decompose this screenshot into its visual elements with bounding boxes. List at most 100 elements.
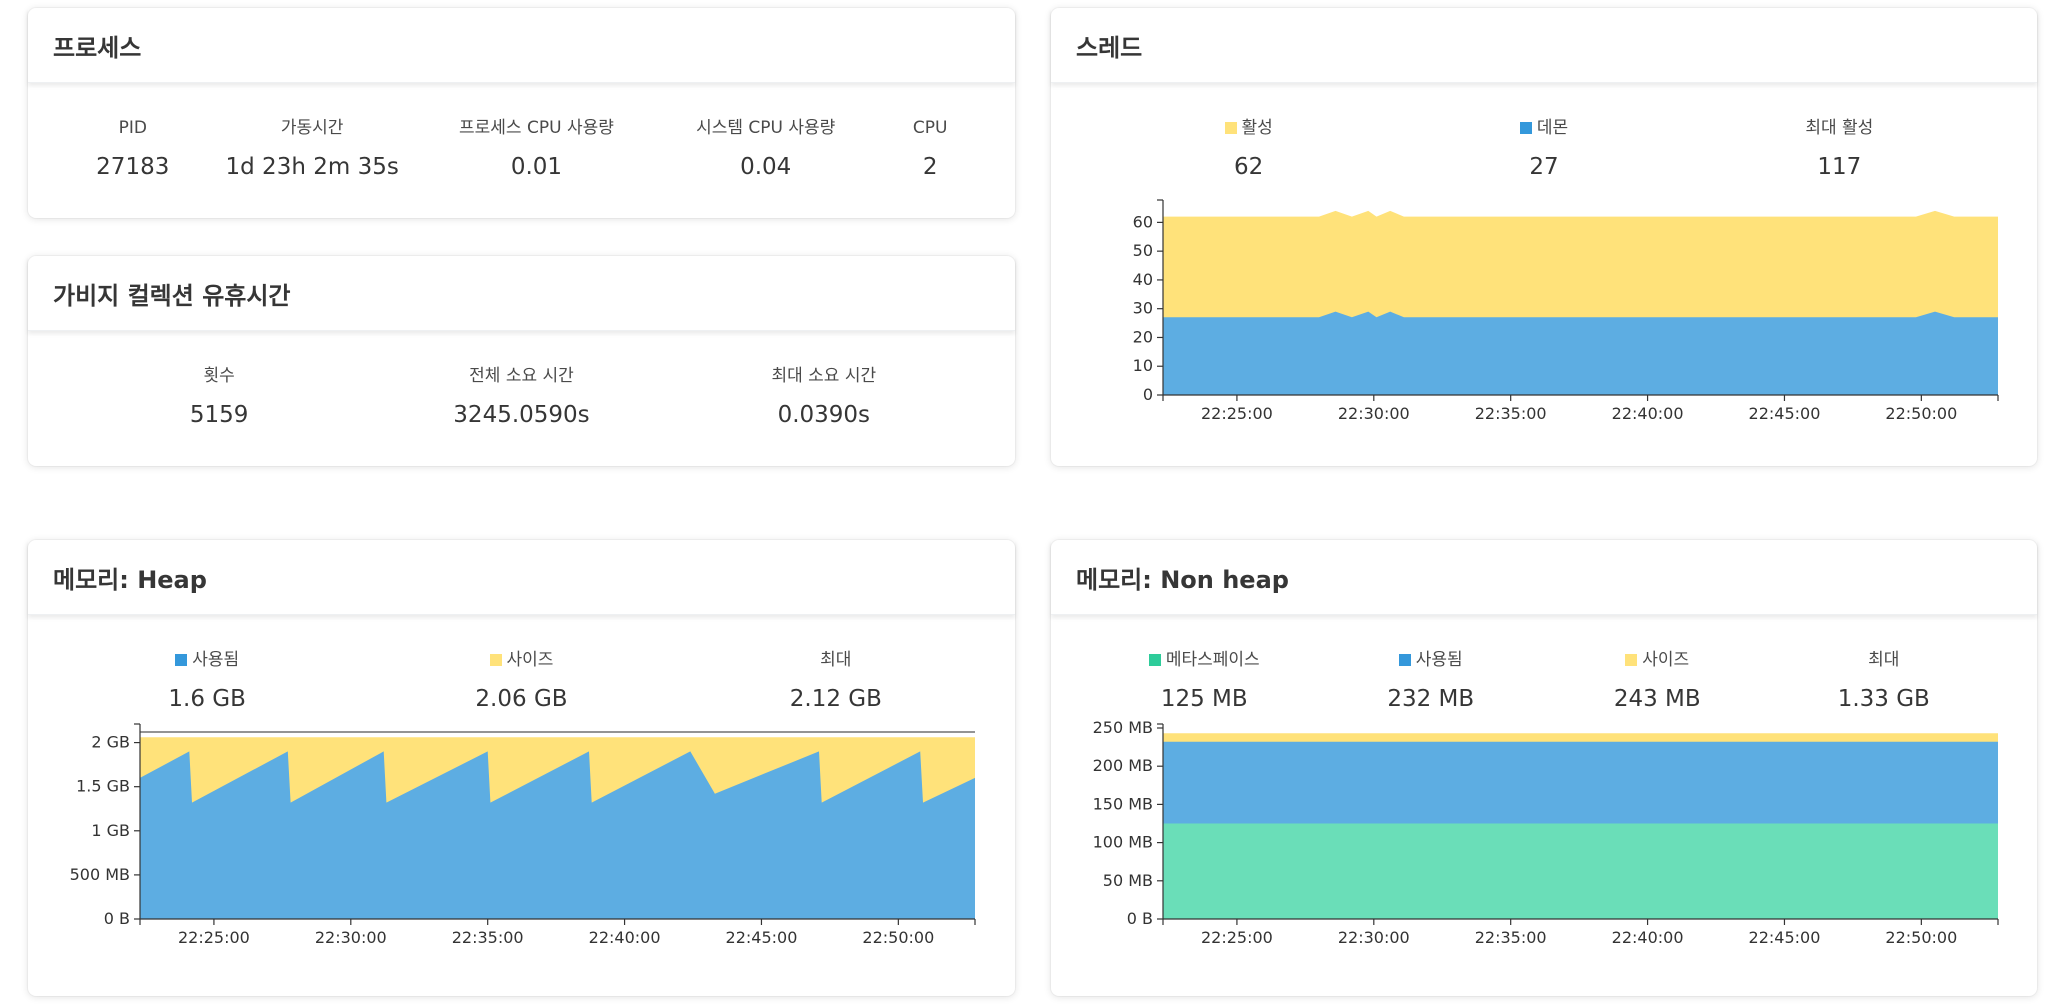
x-tick-label: 22:35:00: [452, 928, 524, 947]
stat-daemon-threads: 데몬 27: [1396, 116, 1691, 180]
stat-metaspace: 메타스페이스 125 MB: [1091, 648, 1318, 712]
y-tick-label: 1 GB: [91, 821, 130, 840]
gc-card-title: 가비지 컬렉션 유휴시간: [28, 256, 1015, 331]
y-tick-label: 500 MB: [70, 865, 130, 884]
y-tick-label: 200 MB: [1093, 756, 1153, 775]
stat-value: 1.33 GB: [1837, 686, 1930, 712]
stat-system-cpu: 시스템 CPU 사용량 0.04: [656, 116, 875, 180]
series-area-2: [1163, 823, 1998, 919]
y-tick-label: 50: [1133, 241, 1153, 260]
x-tick-label: 22:45:00: [726, 928, 798, 947]
stat-label: 프로세스 CPU 사용량: [459, 118, 614, 138]
legend-label: 사이즈: [1642, 650, 1690, 670]
x-tick-label: 22:25:00: [1201, 404, 1273, 423]
stat-label: CPU: [912, 118, 948, 138]
stat-value: 62: [1234, 154, 1264, 180]
stat-value: 117: [1817, 154, 1862, 180]
stat-value: 1d 23h 2m 35s: [225, 154, 399, 180]
y-tick-label: 1.5 GB: [76, 777, 130, 796]
process-card-title: 프로세스: [28, 8, 1015, 83]
stat-value: 0.01: [510, 154, 563, 180]
stat-value: 232 MB: [1387, 686, 1475, 712]
y-tick-label: 30: [1133, 299, 1153, 318]
stat-process-cpu: 프로세스 CPU 사용량 0.01: [417, 116, 656, 180]
threads-stats: 활성 62 데몬 27 최대 활성 117: [1051, 116, 2037, 180]
stat-value: 5159: [189, 402, 249, 428]
stat-label: 사용됨: [50, 648, 364, 672]
heap-card: 메모리: Heap 사용됨 1.6 GB 사이즈 2.06 GB 최대 2.12…: [28, 540, 1015, 996]
y-tick-label: 250 MB: [1093, 718, 1153, 737]
threads-card: 스레드 활성 62 데몬 27 최대 활성 117 0 10 20 30 40 50 60 2…: [1051, 8, 2037, 466]
stat-cpu-count: CPU 2: [875, 116, 985, 180]
legend-label: 사용됨: [192, 650, 240, 670]
stat-value: 2.06 GB: [475, 686, 568, 712]
legend-swatch-metaspace: [1148, 654, 1161, 666]
stat-label: 사이즈: [364, 648, 678, 672]
y-tick-label: 0 B: [1127, 909, 1153, 928]
legend-label: 사이즈: [506, 650, 554, 670]
y-tick-label: 60: [1133, 212, 1153, 231]
legend-swatch-used: [175, 654, 188, 666]
x-tick-label: 22:30:00: [315, 928, 387, 947]
series-area-1: [1163, 741, 1998, 919]
gc-stats: 횟수 5159 전체 소요 시간 3245.0590s 최대 소요 시간 0.0…: [28, 364, 1015, 428]
series-area-0: [140, 737, 975, 919]
series-area-1: [1163, 311, 1998, 395]
x-tick-label: 22:25:00: [1201, 928, 1273, 947]
stat-heap-size: 사이즈 2.06 GB: [364, 648, 678, 712]
y-tick-label: 100 MB: [1093, 833, 1153, 852]
stat-label: 전체 소요 시간: [469, 366, 574, 386]
stat-value: 2: [922, 154, 938, 180]
stat-label: 횟수: [203, 366, 235, 386]
stat-label: 사용됨: [1318, 648, 1545, 672]
heap-stats: 사용됨 1.6 GB 사이즈 2.06 GB 최대 2.12 GB: [28, 648, 1015, 712]
series-area-1: [140, 751, 975, 919]
gc-card: 가비지 컬렉션 유휴시간 횟수 5159 전체 소요 시간 3245.0590s…: [28, 256, 1015, 466]
stat-label: PID: [118, 118, 147, 138]
x-tick-label: 22:45:00: [1749, 404, 1821, 423]
legend-label: 사용됨: [1415, 650, 1463, 670]
y-tick-label: 2 GB: [91, 733, 130, 752]
process-card: 프로세스 PID 27183 가동시간 1d 23h 2m 35s 프로세스 C…: [28, 8, 1015, 218]
y-tick-label: 0: [1143, 385, 1153, 404]
nonheap-card-title: 메모리: Non heap: [1051, 540, 2037, 615]
x-tick-label: 22:50:00: [862, 928, 934, 947]
x-tick-label: 22:45:00: [1749, 928, 1821, 947]
stat-value: 243 MB: [1613, 686, 1701, 712]
legend-label: 데몬: [1536, 118, 1569, 138]
x-tick-label: 22:35:00: [1475, 928, 1547, 947]
x-tick-label: 22:40:00: [589, 928, 661, 947]
stat-label: 데몬: [1396, 116, 1691, 140]
stat-peak-threads: 최대 활성 117: [1692, 116, 1987, 180]
legend-label: 활성: [1241, 118, 1273, 138]
threads-card-title: 스레드: [1051, 8, 2037, 83]
stat-active-threads: 활성 62: [1101, 116, 1396, 180]
stat-value: 27: [1529, 154, 1559, 180]
stat-value: 0.04: [740, 154, 792, 180]
stat-label: 최대: [820, 650, 852, 670]
legend-swatch-size: [1625, 654, 1638, 666]
stat-label: 가동시간: [280, 118, 344, 138]
x-tick-label: 22:40:00: [1612, 404, 1684, 423]
x-tick-label: 22:30:00: [1338, 928, 1410, 947]
legend-swatch-active: [1224, 122, 1237, 134]
legend-swatch-size: [489, 654, 502, 666]
x-tick-label: 22:25:00: [178, 928, 250, 947]
stat-gc-max-time: 최대 소요 시간 0.0390s: [673, 364, 975, 428]
x-tick-label: 22:40:00: [1612, 928, 1684, 947]
stat-nonheap-size: 사이즈 243 MB: [1544, 648, 1771, 712]
y-tick-label: 40: [1133, 270, 1153, 289]
stat-gc-count: 횟수 5159: [68, 364, 370, 428]
stat-heap-used: 사용됨 1.6 GB: [50, 648, 364, 712]
stat-label: 최대 활성: [1805, 118, 1874, 138]
stat-value: 27183: [96, 154, 170, 180]
y-tick-label: 20: [1133, 327, 1153, 346]
legend-swatch-used: [1398, 654, 1411, 666]
nonheap-card: 메모리: Non heap 메타스페이스 125 MB 사용됨 232 MB 사…: [1051, 540, 2037, 996]
series-area-0: [1163, 210, 1998, 395]
stat-gc-total-time: 전체 소요 시간 3245.0590s: [370, 364, 672, 428]
x-tick-label: 22:50:00: [1885, 404, 1957, 423]
stat-value: 125 MB: [1160, 686, 1248, 712]
stat-value: 1.6 GB: [168, 686, 246, 712]
x-tick-label: 22:50:00: [1885, 928, 1957, 947]
